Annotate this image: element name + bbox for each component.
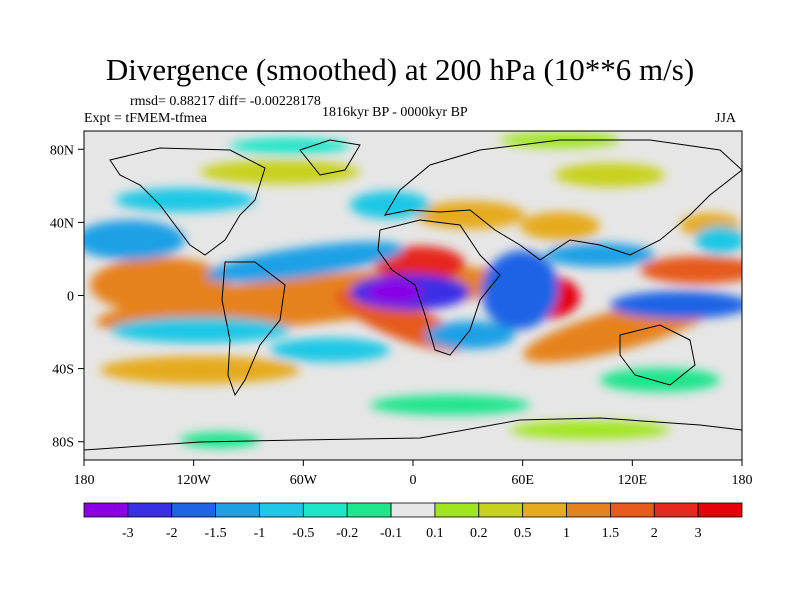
antarctica-coast (84, 417, 742, 451)
colorbar-swatch (127, 502, 173, 518)
x-tick-label: 0 (410, 473, 417, 488)
field-patch (230, 138, 350, 154)
colorbar-swatch (522, 502, 567, 518)
x-tick-label: 120E (618, 473, 648, 488)
eurasia-coast (383, 139, 742, 261)
y-axis: 80N 40N 0 40S 80S (50, 143, 84, 451)
africa-coast (377, 219, 501, 356)
period-label: 1816kyr BP - 0000kyr BP (322, 105, 468, 120)
field-patch (84, 220, 185, 260)
coastlines (84, 139, 742, 451)
colorbar-label: -1 (254, 526, 266, 541)
australia-coast (619, 324, 696, 386)
colorbar-label: 1.5 (602, 526, 620, 541)
colorbar-label: 3 (695, 526, 702, 541)
field-patch (200, 160, 360, 184)
field-patch (695, 226, 742, 254)
x-tick-label: 60E (511, 473, 534, 488)
field-patch (100, 356, 300, 384)
colorbar-label: 1 (563, 526, 570, 541)
colorbar-swatch (653, 502, 699, 518)
x-tick-label: 60W (290, 473, 318, 488)
map-title: Divergence (smoothed) at 200 hPa (10**6 … (105, 52, 695, 87)
field-patch (90, 257, 230, 313)
field-patch (367, 280, 423, 304)
y-tick-label: 0 (67, 290, 74, 305)
field-patch (481, 250, 559, 330)
greenland-coast (299, 139, 361, 176)
colorbar-swatch (259, 502, 304, 518)
north-america-coast (109, 147, 266, 256)
colorbar-label: 0.2 (470, 526, 488, 541)
colorbar-label: -2 (166, 526, 178, 541)
y-tick-label: 40N (50, 216, 74, 231)
field-patch (270, 338, 390, 362)
field-patch (370, 395, 530, 415)
colorbar-label: -1.5 (205, 526, 227, 541)
field-patch (110, 317, 290, 343)
field-patch (510, 421, 670, 439)
x-tick-label: 180 (74, 473, 95, 488)
field-patch (180, 432, 260, 448)
field-patch (520, 212, 600, 240)
colorbar-swatch (171, 502, 217, 518)
colorbar-label: -0.2 (336, 526, 358, 541)
colorbar-label: 2 (651, 526, 658, 541)
colorbar-swatch (83, 502, 129, 518)
field-patch (205, 241, 405, 283)
colorbar-swatch (610, 502, 655, 518)
y-tick-label: 80N (50, 143, 74, 158)
y-tick-label: 40S (52, 363, 74, 378)
colorbar-swatch (346, 502, 392, 518)
stats-text: rmsd= 0.88217 diff= -0.00228178 (130, 94, 321, 109)
field-patch (545, 243, 655, 267)
x-tick-label: 120W (177, 473, 212, 488)
field-patch (600, 368, 720, 392)
season-label: JJA (715, 111, 737, 126)
experiment-label: Expt = tFMEM-tfmea (84, 111, 207, 126)
x-tick-label: 180 (732, 473, 753, 488)
colorbar-swatch (478, 502, 524, 518)
field-patch (115, 188, 255, 212)
map-panel (83, 130, 743, 461)
colorbar: -3 -2 -1.5 -1 -0.5 -0.2 -0.1 0.1 0.2 0.5 1 1.5 2 3 (83, 502, 743, 541)
field-patch (350, 191, 430, 219)
colorbar-swatch (215, 502, 260, 518)
field-patch (555, 163, 665, 187)
colorbar-swatch (302, 502, 348, 518)
field-anomalies (84, 132, 742, 451)
colorbar-swatch (390, 502, 436, 518)
colorbar-label: 0.1 (426, 526, 444, 541)
colorbar-label: -0.1 (380, 526, 402, 541)
x-axis: 180 120W 60W 0 60E 120E 180 (74, 460, 753, 488)
colorbar-label: 0.5 (514, 526, 532, 541)
field-patch (415, 201, 525, 229)
field-patch (425, 321, 515, 349)
field-patch (640, 256, 742, 284)
y-tick-label: 80S (52, 436, 74, 451)
south-america-coast (221, 261, 286, 397)
colorbar-swatch (566, 502, 611, 518)
field-patch (610, 291, 742, 319)
colorbar-label: -0.5 (292, 526, 314, 541)
colorbar-swatch (434, 502, 480, 518)
colorbar-swatch (697, 502, 743, 518)
colorbar-label: -3 (122, 526, 134, 541)
